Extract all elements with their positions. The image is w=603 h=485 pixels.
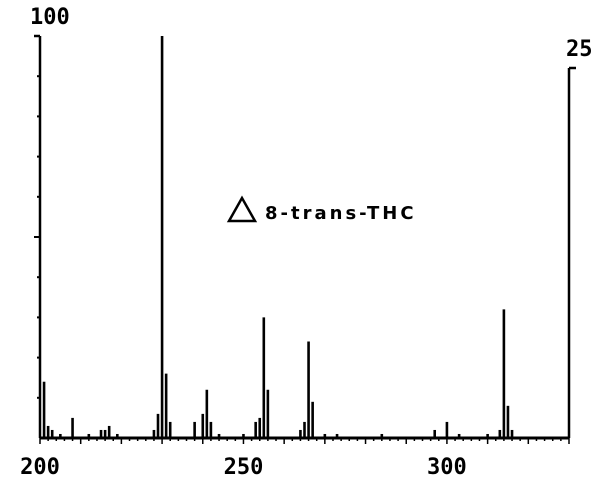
y-right-top-label: 25 — [566, 37, 593, 62]
spectrum-peaks — [42, 36, 514, 438]
x-tick-label: 200 — [20, 455, 60, 480]
x-tick-label: 300 — [427, 455, 467, 480]
x-tick-label: 250 — [224, 455, 264, 480]
y-left-top-label: 100 — [30, 5, 70, 30]
compound-annotation: 8-trans-THC — [226, 195, 417, 224]
axes — [34, 34, 576, 444]
delta-triangle-icon — [226, 195, 258, 223]
tick-labels: 100 25 200 250 300 — [20, 5, 592, 480]
compound-name: 8-trans-THC — [265, 203, 417, 224]
